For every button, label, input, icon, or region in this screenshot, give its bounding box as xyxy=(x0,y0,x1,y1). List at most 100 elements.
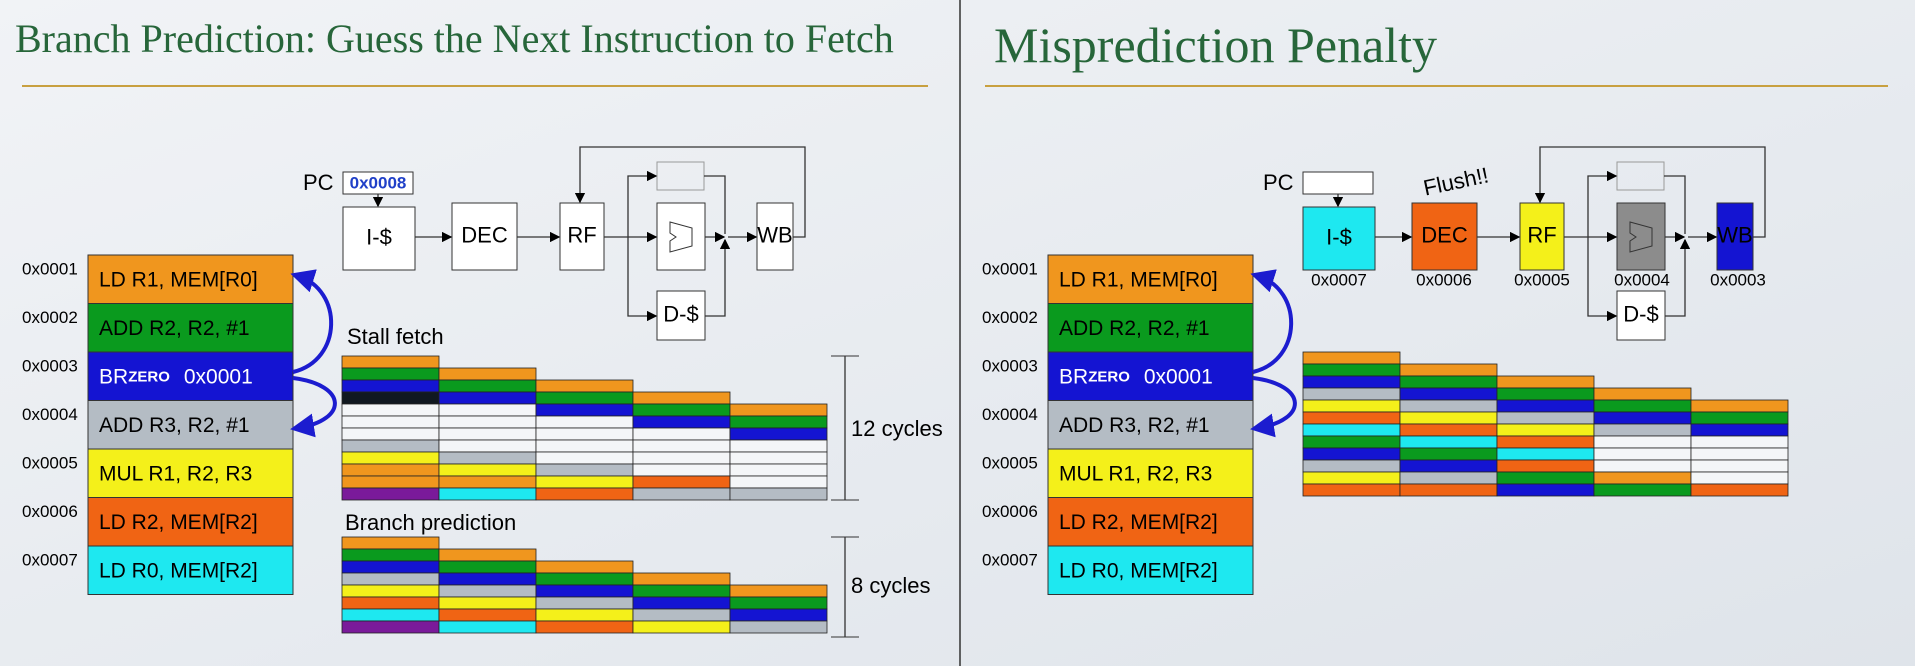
pipeline-cell xyxy=(341,608,440,622)
pipeline-cell xyxy=(1496,387,1595,401)
pipeline-cell xyxy=(438,584,537,598)
pipeline-cell xyxy=(1302,423,1401,437)
instruction: ADD R3, R2, #1 xyxy=(1059,413,1210,436)
instruction-target: 0x0001 xyxy=(1144,365,1213,388)
instruction-op: LD R1, MEM[R0] xyxy=(99,268,258,291)
regfile xyxy=(559,202,605,271)
pipeline-cell xyxy=(438,487,537,501)
pipeline-cell xyxy=(1593,459,1692,473)
address: 0x0007 xyxy=(982,550,1038,569)
pipeline-cell xyxy=(729,439,828,453)
writeback-label: WB xyxy=(757,222,792,247)
pipeline-cell xyxy=(341,379,440,393)
pipeline-cell xyxy=(1593,471,1692,485)
pipeline-cell xyxy=(1399,375,1498,389)
pipeline-cell xyxy=(341,367,440,381)
pipeline-cell xyxy=(729,596,828,610)
pipeline-cell xyxy=(1399,447,1498,461)
instruction-op: LD R0, MEM[R2] xyxy=(99,559,258,582)
wire xyxy=(1587,170,1618,237)
pipeline-cell xyxy=(632,427,731,441)
pipeline-cell xyxy=(729,415,828,429)
pipeline-cell xyxy=(341,463,440,477)
pipeline-cell xyxy=(632,463,731,477)
stage-pc: 0x0005 xyxy=(1514,270,1570,289)
pipeline-cell xyxy=(1690,435,1789,449)
pc-label: PC xyxy=(1263,170,1294,195)
alu-symbol xyxy=(1629,221,1653,253)
pipeline-cell xyxy=(1496,435,1595,449)
instruction-op: LD R1, MEM[R0] xyxy=(1059,268,1218,291)
instruction: LD R1, MEM[R0] xyxy=(1059,268,1218,291)
instruction-box xyxy=(87,400,294,450)
stage-pc: 0x0004 xyxy=(1614,270,1670,289)
instruction-box xyxy=(1047,448,1254,498)
slide-title: Misprediction Penalty xyxy=(994,17,1437,73)
address: 0x0004 xyxy=(982,405,1038,424)
instruction: MUL R1, R2, R3 xyxy=(99,462,252,485)
icache xyxy=(1302,206,1376,271)
pipeline-cell xyxy=(341,415,440,429)
pipeline-cell xyxy=(535,415,634,429)
instruction: ADD R2, R2, #1 xyxy=(99,316,250,339)
instruction: ADD R3, R2, #1 xyxy=(99,413,250,436)
pipeline-cell xyxy=(632,487,731,501)
instruction-op: LD R0, MEM[R2] xyxy=(1059,559,1218,582)
pipeline-cell xyxy=(535,391,634,405)
address: 0x0005 xyxy=(982,453,1038,472)
pipeline-cell xyxy=(438,596,537,610)
pipeline-cell xyxy=(729,451,828,465)
alu xyxy=(656,202,706,271)
instruction-box xyxy=(87,303,294,353)
stage-pc: 0x0003 xyxy=(1710,270,1766,289)
decode-label: DEC xyxy=(1421,222,1468,247)
pc-value: 0x0008 xyxy=(350,173,407,192)
wire xyxy=(1587,237,1618,322)
pipeline-cell xyxy=(632,572,731,586)
pipeline-cell xyxy=(1302,435,1401,449)
instruction-op: ADD R2, R2, #1 xyxy=(1059,316,1210,339)
pipeline-cell xyxy=(438,620,537,634)
pipeline-cell xyxy=(438,403,537,417)
pipeline-cell xyxy=(535,427,634,441)
pipeline-cell xyxy=(632,596,731,610)
pipeline-cell xyxy=(1496,399,1595,413)
instruction-op: BR xyxy=(99,365,128,388)
pipeline-cell xyxy=(1593,423,1692,437)
pipeline-cell xyxy=(1399,459,1498,473)
instruction-op: LD R2, MEM[R2] xyxy=(1059,510,1218,533)
pipeline-cell xyxy=(1399,411,1498,425)
pipeline-cell xyxy=(438,572,537,586)
pipeline-cell xyxy=(729,620,828,634)
pipeline-cell xyxy=(1302,459,1401,473)
pipeline-cell xyxy=(1496,375,1595,389)
instruction: MUL R1, R2, R3 xyxy=(1059,462,1212,485)
address: 0x0006 xyxy=(982,502,1038,521)
pipeline-cell xyxy=(438,451,537,465)
pipeline-cell xyxy=(729,487,828,501)
decode xyxy=(451,202,518,271)
cycle-count: 8 cycles xyxy=(851,573,930,598)
pipeline-cell xyxy=(535,584,634,598)
pipeline-cell xyxy=(438,608,537,622)
pipeline-cell xyxy=(1593,435,1692,449)
pipeline-cell xyxy=(535,608,634,622)
pipeline-cell xyxy=(535,475,634,489)
pipeline-cell xyxy=(632,451,731,465)
instruction-op: MUL R1, R2, R3 xyxy=(1059,462,1212,485)
pipeline-cell xyxy=(535,560,634,574)
pipeline-cell xyxy=(1399,387,1498,401)
pipeline-cell xyxy=(341,596,440,610)
instruction-op: ADD R3, R2, #1 xyxy=(99,413,250,436)
pipeline-cell xyxy=(341,536,440,550)
pipeline-cell xyxy=(535,596,634,610)
instruction-box xyxy=(87,497,294,547)
pipeline-cell xyxy=(1302,483,1401,497)
address: 0x0004 xyxy=(22,405,78,424)
pipeline-cell xyxy=(341,355,440,369)
pipeline-cell xyxy=(1593,387,1692,401)
pipeline-cell xyxy=(341,403,440,417)
pipeline-cell xyxy=(1302,363,1401,377)
regfile-label: RF xyxy=(567,222,596,247)
